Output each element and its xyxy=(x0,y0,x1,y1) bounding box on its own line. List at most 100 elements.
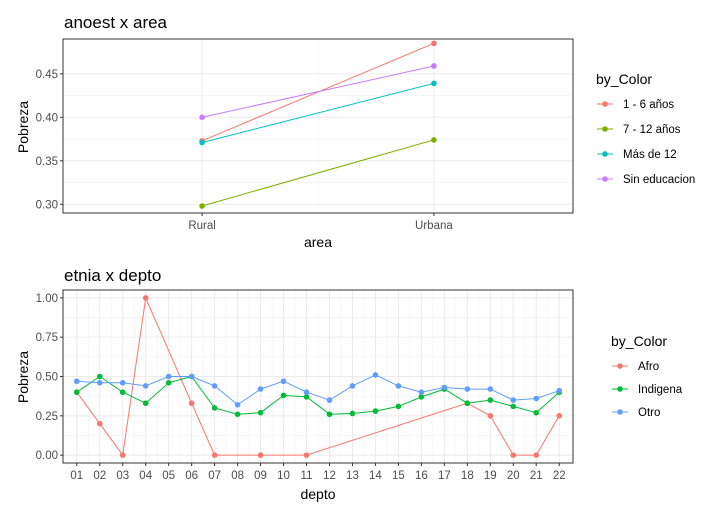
data-point-2-3 xyxy=(349,383,356,389)
x-axis-title-2: depto xyxy=(300,486,335,502)
data-point-2-1 xyxy=(96,420,103,427)
x-tick-label-1: Urbana xyxy=(415,220,453,232)
data-point-2-2 xyxy=(395,403,402,410)
data-point-2-2 xyxy=(142,400,149,407)
data-point-2-3 xyxy=(96,379,103,386)
legend-label-2: Indigena xyxy=(638,384,683,396)
data-point-2-1 xyxy=(556,413,563,419)
x-tick-label-2: 20 xyxy=(507,470,520,482)
data-point-2-1 xyxy=(119,452,126,458)
y-tick-label-1: 0.40 xyxy=(36,112,58,124)
data-point-2-1 xyxy=(142,295,149,301)
legend-label-2: Otro xyxy=(638,407,660,419)
data-point-2-2 xyxy=(96,373,103,380)
legend-label-1: Sin educacion xyxy=(623,174,695,186)
legend-key-point-2 xyxy=(617,386,623,392)
data-point-2-2 xyxy=(257,409,264,416)
data-point-2-3 xyxy=(556,387,563,394)
y-axis-title-2: Pobreza xyxy=(15,351,31,403)
series-line-2-3 xyxy=(76,374,560,406)
data-point-2-1 xyxy=(303,452,310,458)
data-point-2-2 xyxy=(119,389,126,396)
data-point-2-3 xyxy=(510,397,517,403)
legend-label-1: 1 - 6 años xyxy=(623,99,674,111)
data-point-2-3 xyxy=(188,373,195,380)
x-tick-label-2: 04 xyxy=(139,470,152,482)
data-point-2-2 xyxy=(510,403,517,410)
y-tick-label-2: 0.00 xyxy=(36,450,58,462)
legend-label-1: Más de 12 xyxy=(623,149,677,161)
x-tick-label-2: 03 xyxy=(116,470,129,482)
data-point-2-3 xyxy=(119,379,126,386)
y-tick-label-2: 0.50 xyxy=(36,372,58,384)
data-point-2-3 xyxy=(487,386,494,392)
data-point-2-3 xyxy=(211,383,218,389)
legend-label-1: 7 - 12 años xyxy=(623,124,681,136)
x-tick-label-2: 05 xyxy=(162,470,175,482)
series-line-2-2 xyxy=(76,375,560,415)
data-point-2-3 xyxy=(464,386,471,392)
x-tick-label-2: 21 xyxy=(530,470,543,482)
series-line-1-3 xyxy=(201,82,435,143)
legend-label-2: Afro xyxy=(638,361,659,373)
data-point-1-1 xyxy=(431,40,437,47)
y-tick-label-2: 1.00 xyxy=(36,293,58,305)
x-tick-label-2: 11 xyxy=(301,470,313,482)
y-tick-label-1: 0.35 xyxy=(36,156,58,168)
data-point-1-3 xyxy=(199,139,205,146)
x-tick-label-2: 06 xyxy=(185,470,198,482)
x-tick-label-2: 13 xyxy=(346,470,359,482)
panel-border-2 xyxy=(62,289,574,464)
data-point-1-3 xyxy=(431,80,437,87)
data-point-2-2 xyxy=(234,411,241,418)
x-tick-label-2: 18 xyxy=(461,470,474,482)
data-point-2-2 xyxy=(326,411,333,418)
data-point-2-2 xyxy=(165,379,172,386)
data-point-1-4 xyxy=(431,63,437,69)
x-tick-label-2: 10 xyxy=(277,470,290,482)
data-point-2-3 xyxy=(303,389,310,396)
x-tick-label-2: 19 xyxy=(484,470,497,482)
data-point-1-4 xyxy=(199,114,205,121)
series-line-1-2 xyxy=(201,139,435,207)
data-point-2-1 xyxy=(188,400,195,407)
legend-key-point-2 xyxy=(617,363,623,369)
x-tick-label-2: 17 xyxy=(438,470,451,482)
data-point-2-3 xyxy=(395,383,402,389)
data-point-2-2 xyxy=(73,389,80,396)
data-point-2-2 xyxy=(418,394,425,400)
x-tick-label-2: 09 xyxy=(254,470,267,482)
data-point-1-2 xyxy=(431,137,437,143)
data-point-1-2 xyxy=(199,203,205,209)
data-point-2-1 xyxy=(211,452,218,458)
legend-key-point-2 xyxy=(617,409,623,415)
chart-title-2: etnia x depto xyxy=(64,266,161,285)
legend-title-2: by_Color xyxy=(611,333,667,349)
data-point-2-2 xyxy=(349,410,356,417)
data-point-2-3 xyxy=(257,386,264,392)
x-tick-label-2: 14 xyxy=(369,470,382,482)
panel-border-1 xyxy=(62,38,574,214)
y-tick-label-1: 0.45 xyxy=(36,69,58,81)
data-point-2-3 xyxy=(280,378,287,385)
data-point-2-3 xyxy=(372,372,379,378)
x-tick-label-2: 22 xyxy=(553,470,566,482)
data-point-2-2 xyxy=(211,405,218,411)
data-point-2-3 xyxy=(165,373,172,380)
data-point-2-2 xyxy=(533,409,540,416)
data-point-2-2 xyxy=(303,394,310,400)
data-point-2-3 xyxy=(142,383,149,389)
series-line-1-4 xyxy=(201,65,435,118)
data-point-2-3 xyxy=(533,395,540,402)
data-point-2-1 xyxy=(533,452,540,458)
data-point-2-2 xyxy=(464,400,471,407)
y-tick-label-2: 0.75 xyxy=(36,332,58,344)
data-point-2-1 xyxy=(487,413,494,419)
x-tick-label-1: Rural xyxy=(188,220,215,232)
legend-key-point-1 xyxy=(602,101,608,107)
x-tick-label-2: 02 xyxy=(93,470,106,482)
data-point-2-2 xyxy=(372,408,379,414)
x-tick-label-2: 12 xyxy=(323,470,336,482)
